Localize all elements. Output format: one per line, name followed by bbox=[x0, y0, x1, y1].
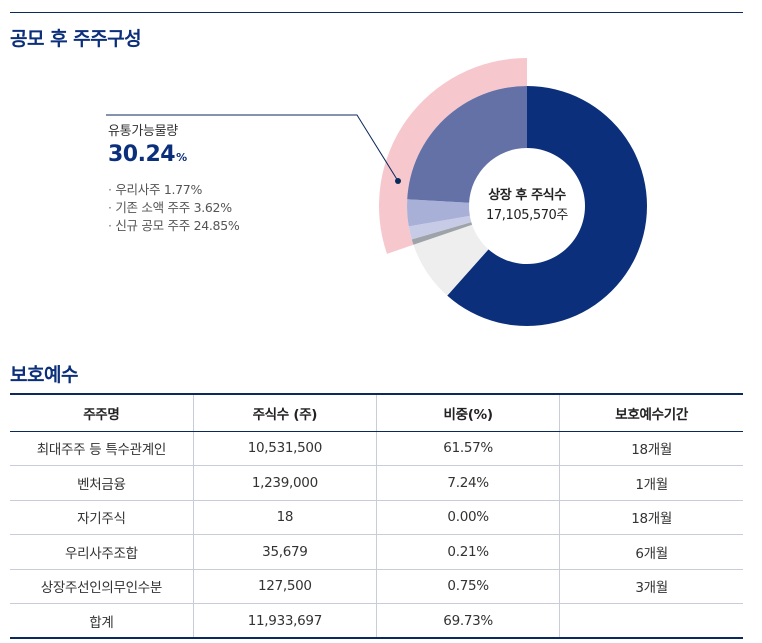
cell-ratio: 0.00% bbox=[375, 500, 560, 535]
cell-ratio: 0.75% bbox=[375, 569, 560, 604]
donut-center-label: 상장 후 주식수 bbox=[488, 188, 566, 203]
cell-holder: 합계 bbox=[10, 603, 194, 639]
callout-breakdown-list: 우리사주 1.77% 기존 소액 주주 3.62% 신규 공모 주주 24.85… bbox=[108, 181, 239, 235]
cell-shares: 1,239,000 bbox=[192, 465, 377, 501]
cell-holder: 최대주주 등 특수관계인 bbox=[10, 431, 194, 466]
callout-value: 30.24% bbox=[108, 142, 239, 167]
donut-inner-slice-1 bbox=[413, 224, 489, 296]
cell-ratio: 0.21% bbox=[375, 534, 560, 570]
cell-shares: 18 bbox=[192, 500, 377, 535]
cell-period: 6개월 bbox=[559, 534, 743, 570]
callout-unit: % bbox=[176, 151, 187, 164]
table-row: 우리사주조합 35,679 0.21% 6개월 bbox=[10, 534, 743, 570]
donut-center-value: 17,105,570주 bbox=[486, 208, 568, 223]
cell-ratio: 69.73% bbox=[375, 603, 560, 639]
cell-shares: 11,933,697 bbox=[192, 603, 377, 639]
table-header-row: 주주명 주식수 (주) 비중(%) 보호예수기간 bbox=[10, 393, 743, 432]
section-title-shareholder-structure: 공모 후 주주구성 bbox=[10, 28, 142, 50]
callout-item-employee: 우리사주 1.77% bbox=[108, 181, 239, 199]
cell-period: 18개월 bbox=[559, 431, 743, 466]
header-ratio: 비중(%) bbox=[375, 393, 560, 432]
callout-item-minority: 기존 소액 주주 3.62% bbox=[108, 199, 239, 217]
donut-inner-slice-5 bbox=[407, 86, 527, 203]
donut-inner-slice-0 bbox=[447, 86, 647, 326]
lockup-table: 주주명 주식수 (주) 비중(%) 보호예수기간 최대주주 등 특수관계인 10… bbox=[10, 393, 743, 639]
donut-inner-slice-2 bbox=[411, 222, 473, 245]
donut-inner-slice-3 bbox=[408, 215, 472, 240]
cell-period bbox=[559, 603, 743, 639]
header-holder: 주주명 bbox=[10, 393, 194, 432]
top-divider bbox=[10, 12, 743, 13]
table-row: 상장주선인의무인수분 127,500 0.75% 3개월 bbox=[10, 569, 743, 604]
callout-percent: 30.24 bbox=[108, 142, 176, 167]
outer-ring bbox=[379, 58, 527, 254]
donut-outer-slice-0 bbox=[379, 58, 527, 254]
table-row: 벤처금융 1,239,000 7.24% 1개월 bbox=[10, 465, 743, 501]
cell-period: 1개월 bbox=[559, 465, 743, 501]
cell-ratio: 7.24% bbox=[375, 465, 560, 501]
header-shares: 주식수 (주) bbox=[192, 393, 377, 432]
section-title-lockup: 보호예수 bbox=[10, 364, 78, 386]
callout-item-new-public: 신규 공모 주주 24.85% bbox=[108, 217, 239, 235]
cell-shares: 127,500 bbox=[192, 569, 377, 604]
inner-ring bbox=[407, 86, 647, 326]
float-shares-callout: 유통가능물량 30.24% 우리사주 1.77% 기존 소액 주주 3.62% … bbox=[108, 120, 240, 235]
cell-shares: 35,679 bbox=[192, 534, 377, 570]
cell-ratio: 61.57% bbox=[375, 431, 560, 466]
table-row: 자기주식 18 0.00% 18개월 bbox=[10, 500, 743, 535]
table-total-row: 합계 11,933,697 69.73% bbox=[10, 603, 743, 639]
callout-leader-dot bbox=[395, 178, 401, 184]
cell-shares: 10,531,500 bbox=[192, 431, 377, 466]
cell-period: 18개월 bbox=[559, 500, 743, 535]
table-row: 최대주주 등 특수관계인 10,531,500 61.57% 18개월 bbox=[10, 431, 743, 466]
cell-holder: 상장주선인의무인수분 bbox=[10, 569, 194, 604]
header-period: 보호예수기간 bbox=[559, 393, 743, 432]
cell-period: 3개월 bbox=[559, 569, 743, 604]
cell-holder: 벤처금융 bbox=[10, 465, 194, 501]
callout-leader-line bbox=[106, 114, 399, 182]
donut-inner-slice-4 bbox=[407, 199, 470, 227]
cell-holder: 우리사주조합 bbox=[10, 534, 194, 570]
callout-label: 유통가능물량 bbox=[108, 124, 178, 139]
cell-holder: 자기주식 bbox=[10, 500, 194, 535]
shareholder-donut-chart bbox=[106, 58, 647, 326]
